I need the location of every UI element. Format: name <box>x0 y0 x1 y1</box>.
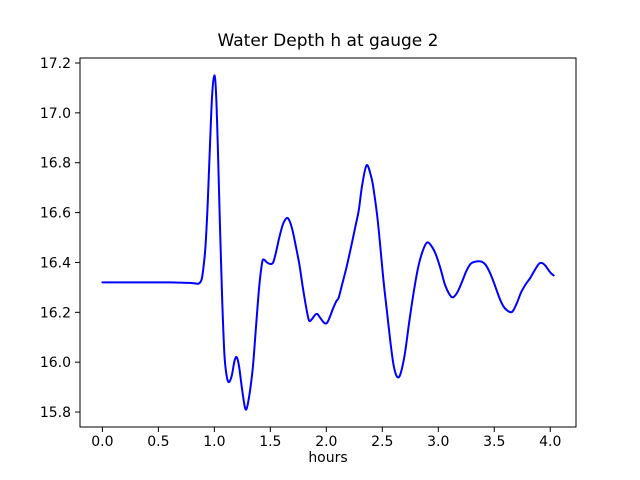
x-tick-label: 0.0 <box>91 434 113 450</box>
x-tick-label: 0.5 <box>147 434 169 450</box>
x-axis-label: hours <box>308 450 348 466</box>
y-tick-label: 16.4 <box>40 255 71 271</box>
x-tick-label: 3.0 <box>427 434 449 450</box>
x-tick-label: 4.0 <box>539 434 561 450</box>
y-tick-label: 17.2 <box>40 56 71 72</box>
x-tick-label: 2.5 <box>371 434 393 450</box>
chart-title: Water Depth h at gauge 2 <box>217 31 439 51</box>
y-tick-label: 17.0 <box>40 106 71 122</box>
x-tick-label: 3.5 <box>483 434 505 450</box>
x-tick-label: 2.0 <box>315 434 337 450</box>
x-tick-label: 1.0 <box>203 434 225 450</box>
y-tick-label: 15.8 <box>40 405 71 421</box>
axes-frame <box>79 57 577 428</box>
y-tick-label: 16.8 <box>40 156 71 172</box>
y-tick-label: 16.6 <box>40 206 71 222</box>
data-line <box>101 74 555 411</box>
y-tick-label: 16.2 <box>40 305 71 321</box>
y-tick-label: 16.0 <box>40 355 71 371</box>
x-tick-label: 1.5 <box>259 434 281 450</box>
